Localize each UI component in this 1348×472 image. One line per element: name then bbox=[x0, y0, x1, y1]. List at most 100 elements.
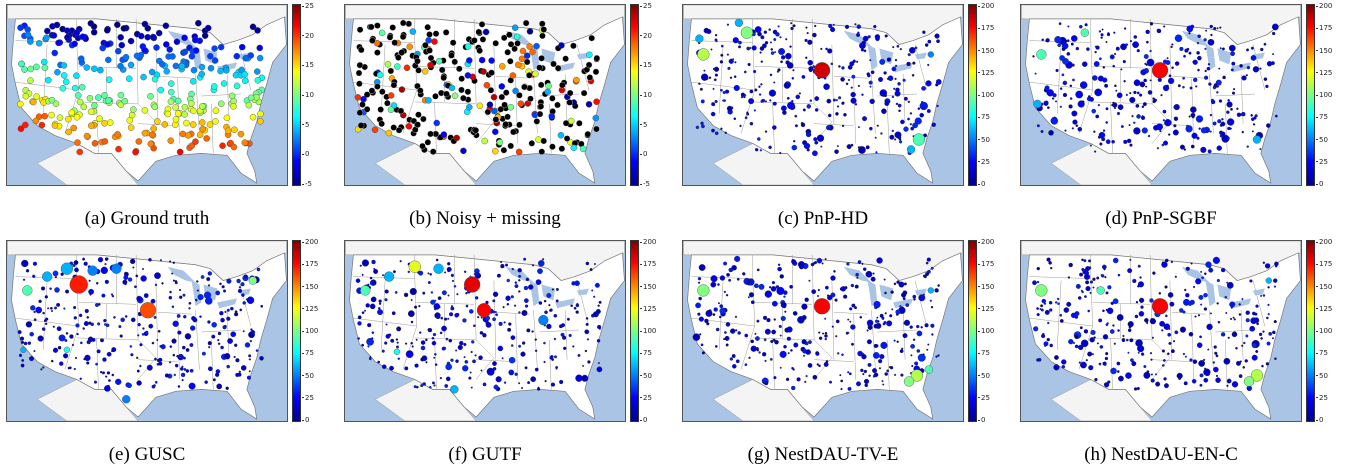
station-marker bbox=[387, 67, 395, 75]
colorbar-tick-label: 50 bbox=[1316, 136, 1328, 144]
station-marker bbox=[1185, 293, 1190, 298]
station-marker bbox=[399, 19, 407, 27]
station-marker bbox=[105, 375, 108, 378]
colorbar-tick-label: 100 bbox=[978, 327, 994, 335]
station-marker bbox=[1167, 332, 1172, 337]
station-marker bbox=[1224, 295, 1228, 299]
station-marker bbox=[106, 371, 111, 375]
station-marker bbox=[894, 58, 898, 62]
station-marker bbox=[1192, 112, 1195, 115]
station-marker bbox=[1215, 79, 1222, 86]
station-marker bbox=[1203, 38, 1207, 42]
station-marker bbox=[1068, 339, 1074, 345]
station-marker bbox=[1255, 349, 1259, 353]
station-marker bbox=[1036, 358, 1040, 362]
station-marker bbox=[719, 275, 726, 281]
station-marker bbox=[695, 34, 704, 43]
station-marker bbox=[805, 375, 808, 378]
station-marker bbox=[836, 145, 839, 148]
station-marker bbox=[254, 27, 261, 34]
station-marker bbox=[1093, 130, 1096, 133]
subfigure-caption: (f) GUTF bbox=[448, 444, 522, 465]
station-marker bbox=[176, 148, 184, 156]
station-marker bbox=[1215, 354, 1219, 358]
station-marker bbox=[736, 277, 740, 281]
map-svg bbox=[7, 241, 287, 421]
station-marker bbox=[1165, 60, 1171, 66]
station-marker bbox=[846, 144, 852, 150]
station-marker bbox=[468, 309, 474, 314]
colorbar-tick-label: 150 bbox=[978, 283, 994, 291]
station-marker bbox=[1230, 68, 1234, 72]
station-marker bbox=[1114, 52, 1117, 56]
station-marker bbox=[1074, 344, 1079, 349]
station-marker bbox=[1217, 119, 1222, 124]
station-marker bbox=[1271, 23, 1279, 31]
station-marker bbox=[931, 122, 936, 127]
station-marker bbox=[1263, 42, 1267, 46]
station-marker bbox=[141, 46, 148, 54]
station-marker bbox=[727, 66, 731, 70]
station-marker bbox=[102, 357, 107, 362]
station-marker bbox=[1162, 359, 1166, 362]
station-marker bbox=[1066, 39, 1070, 42]
station-marker bbox=[1143, 54, 1149, 59]
station-marker bbox=[73, 260, 79, 265]
station-marker bbox=[147, 93, 154, 100]
station-marker bbox=[555, 287, 559, 291]
station-marker bbox=[105, 56, 112, 64]
station-marker bbox=[432, 30, 440, 37]
great-lake bbox=[555, 298, 575, 309]
station-marker bbox=[1072, 341, 1075, 344]
station-marker bbox=[803, 142, 811, 150]
station-marker bbox=[834, 298, 838, 302]
station-marker bbox=[758, 93, 762, 96]
station-marker bbox=[1198, 294, 1204, 300]
station-marker bbox=[1196, 41, 1200, 45]
station-marker bbox=[1136, 49, 1140, 53]
station-marker bbox=[1196, 136, 1200, 140]
station-marker bbox=[1225, 312, 1228, 314]
station-marker bbox=[1245, 74, 1248, 77]
station-marker bbox=[914, 46, 918, 50]
station-marker bbox=[182, 293, 186, 297]
station-marker bbox=[562, 335, 567, 340]
station-marker bbox=[464, 72, 472, 79]
station-marker bbox=[880, 132, 883, 135]
station-marker bbox=[190, 325, 196, 331]
station-marker bbox=[240, 365, 247, 371]
station-marker bbox=[737, 331, 741, 335]
station-marker bbox=[215, 372, 220, 377]
station-marker bbox=[21, 259, 29, 268]
station-marker bbox=[129, 258, 136, 265]
station-marker bbox=[909, 325, 913, 329]
station-marker bbox=[117, 34, 124, 41]
subfigure-caption: (h) NestDAU-EN-C bbox=[1084, 444, 1238, 465]
station-marker bbox=[899, 305, 902, 308]
subfigure-d: 200 175 150 125 100 75 50 25 0 (d) PnP-SGBF bbox=[1014, 0, 1334, 236]
station-marker bbox=[927, 287, 934, 294]
station-marker bbox=[1116, 361, 1121, 366]
station-marker bbox=[1156, 147, 1160, 150]
station-marker bbox=[1173, 116, 1179, 121]
station-marker bbox=[212, 118, 219, 125]
station-marker bbox=[155, 29, 163, 37]
station-marker bbox=[1080, 28, 1089, 37]
station-marker bbox=[830, 292, 836, 298]
station-marker bbox=[167, 137, 174, 144]
station-marker bbox=[1153, 98, 1158, 102]
station-marker bbox=[171, 305, 175, 309]
station-marker bbox=[79, 377, 82, 380]
station-marker bbox=[59, 361, 64, 366]
station-marker bbox=[1098, 318, 1103, 323]
station-marker bbox=[200, 275, 205, 279]
station-marker bbox=[1204, 69, 1207, 73]
station-marker bbox=[518, 55, 526, 63]
colorbar-tick-label: 20 bbox=[302, 32, 314, 40]
station-marker bbox=[550, 355, 554, 359]
station-marker bbox=[487, 86, 495, 94]
state-border bbox=[137, 339, 157, 380]
station-marker bbox=[876, 124, 879, 127]
station-marker bbox=[714, 131, 719, 136]
station-marker bbox=[1150, 378, 1155, 383]
